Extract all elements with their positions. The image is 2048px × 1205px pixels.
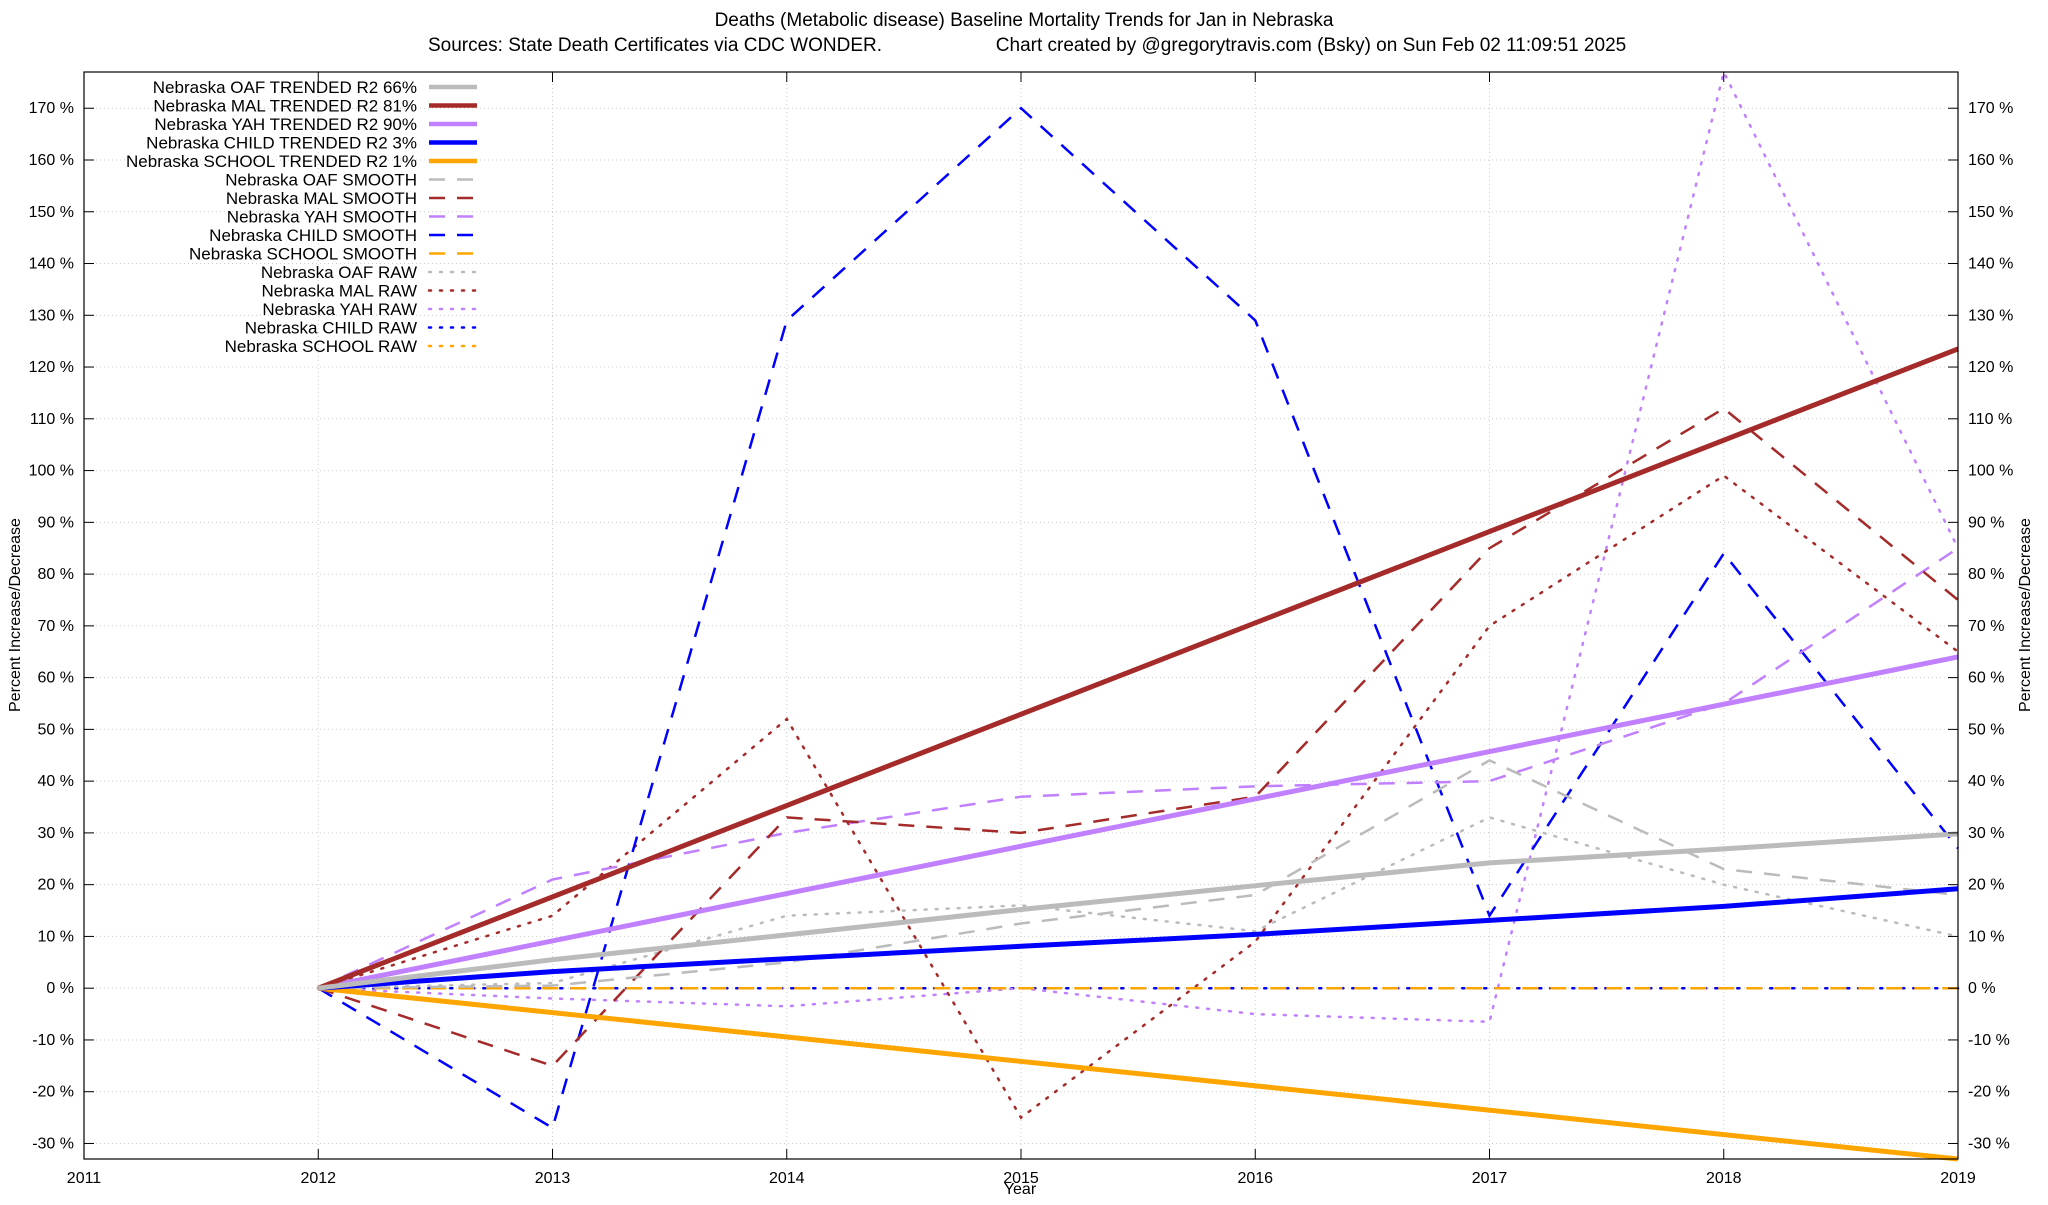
legend-label: Nebraska CHILD RAW bbox=[245, 319, 417, 338]
y2-tick-label: 40 % bbox=[1968, 773, 2004, 790]
legend-label: Nebraska CHILD TRENDED R2 3% bbox=[146, 134, 417, 153]
legend-label: Nebraska SCHOOL TRENDED R2 1% bbox=[126, 152, 417, 171]
legend-label: Nebraska YAH TRENDED R2 90% bbox=[154, 115, 417, 134]
y-tick-label: -20 % bbox=[32, 1084, 74, 1101]
y-tick-label: 90 % bbox=[38, 514, 74, 531]
y-tick-label: 30 % bbox=[38, 825, 74, 842]
series-line-nebraska-oaf-raw bbox=[317, 816, 1960, 990]
y-tick-label: 40 % bbox=[38, 773, 74, 790]
series-line-nebraska-yah-trended-r2-90 bbox=[317, 654, 1959, 991]
y2-tick-label: 30 % bbox=[1968, 825, 2004, 842]
series-line-nebraska-mal-smooth bbox=[317, 406, 1959, 1068]
series-line-nebraska-child-smooth bbox=[317, 106, 1959, 1130]
legend-label: Nebraska OAF TRENDED R2 66% bbox=[153, 78, 417, 97]
y2-tick-label: -30 % bbox=[1968, 1135, 2010, 1152]
x-tick-label: 2011 bbox=[67, 1170, 102, 1187]
x-tick-label: 2018 bbox=[1706, 1170, 1742, 1187]
legend-label: Nebraska OAF SMOOTH bbox=[225, 171, 417, 190]
y2-tick-label: 130 % bbox=[1968, 307, 2013, 324]
y-tick-label: -10 % bbox=[32, 1032, 74, 1049]
axis-ticks: -30 % -30 % -20 % -20 % -10 % -10 % 0 % 0 % 10 %… bbox=[29, 72, 2013, 1187]
y2-tick-label: 50 % bbox=[1968, 721, 2004, 738]
y-tick-label: 120 % bbox=[29, 359, 74, 376]
y2-tick-label: -10 % bbox=[1968, 1032, 2010, 1049]
y-tick-label: 160 % bbox=[29, 152, 74, 169]
y2-tick-label: 170 % bbox=[1968, 100, 2013, 117]
x-tick-label: 2017 bbox=[1472, 1170, 1508, 1187]
x-tick-label: 2019 bbox=[1940, 1170, 1976, 1187]
y-tick-label: 0 % bbox=[46, 980, 74, 997]
x-tick-label: 2012 bbox=[300, 1170, 336, 1187]
x-tick-label: 2013 bbox=[535, 1170, 571, 1187]
y-tick-label: 140 % bbox=[29, 256, 74, 273]
y2-tick-label: -20 % bbox=[1968, 1084, 2010, 1101]
legend-label: Nebraska SCHOOL RAW bbox=[225, 337, 417, 356]
y-tick-label: 20 % bbox=[38, 877, 74, 894]
legend-label: Nebraska YAH SMOOTH bbox=[227, 208, 417, 227]
legend-label: Nebraska YAH RAW bbox=[262, 300, 417, 319]
y2-tick-label: 120 % bbox=[1968, 359, 2013, 376]
y2-tick-label: 60 % bbox=[1968, 670, 2004, 687]
y-tick-label: 110 % bbox=[30, 411, 74, 428]
y-tick-label: 10 % bbox=[38, 928, 74, 945]
y-tick-label: -30 % bbox=[32, 1135, 74, 1152]
y-axis-label: Percent Increase/Decrease bbox=[7, 518, 24, 712]
series-line-nebraska-child-trended-r2-3 bbox=[318, 886, 1959, 991]
y-tick-label: 60 % bbox=[38, 670, 74, 687]
series-line-nebraska-yah-raw bbox=[317, 68, 1960, 1024]
chart-subtitle-left: Sources: State Death Certificates via CD… bbox=[428, 35, 882, 56]
y-tick-label: 80 % bbox=[38, 566, 74, 583]
series-line-nebraska-mal-raw bbox=[317, 474, 1960, 1120]
series-line-nebraska-oaf-smooth bbox=[318, 758, 1959, 990]
series-line-nebraska-school-trended-r2-1 bbox=[318, 985, 1959, 1162]
y2-tick-label: 140 % bbox=[1968, 256, 2013, 273]
legend-label: Nebraska CHILD SMOOTH bbox=[209, 226, 417, 245]
legend-label: Nebraska OAF RAW bbox=[261, 263, 417, 282]
legend-label: Nebraska MAL SMOOTH bbox=[226, 189, 417, 208]
y-tick-label: 150 % bbox=[29, 204, 74, 221]
y2-tick-label: 150 % bbox=[1968, 204, 2013, 221]
y-tick-label: 170 % bbox=[29, 100, 74, 117]
y2-tick-label: 100 % bbox=[1968, 463, 2013, 480]
series-line-nebraska-mal-trended-r2-81 bbox=[317, 346, 1959, 991]
x-tick-label: 2014 bbox=[769, 1170, 805, 1187]
y2-tick-label: 90 % bbox=[1968, 514, 2004, 531]
y2-tick-label: 110 % bbox=[1968, 411, 2012, 428]
legend: Nebraska OAF TRENDED R2 66%Nebraska MAL … bbox=[126, 78, 479, 356]
y2-tick-label: 20 % bbox=[1968, 877, 2004, 894]
y-tick-label: 70 % bbox=[38, 618, 74, 635]
y-tick-label: 130 % bbox=[29, 307, 74, 324]
legend-label: Nebraska MAL RAW bbox=[261, 282, 417, 301]
legend-label: Nebraska MAL TRENDED R2 81% bbox=[153, 97, 417, 116]
legend-label: Nebraska SCHOOL SMOOTH bbox=[189, 245, 417, 264]
x-tick-label: 2015 bbox=[1003, 1170, 1039, 1187]
y-tick-label: 50 % bbox=[38, 721, 74, 738]
y2-tick-label: 0 % bbox=[1968, 980, 1996, 997]
y2-axis-label: Percent Increase/Decrease bbox=[2017, 518, 2034, 712]
y2-tick-label: 10 % bbox=[1968, 928, 2004, 945]
y2-tick-label: 70 % bbox=[1968, 618, 2004, 635]
x-axis-label: Year bbox=[1004, 1181, 1037, 1198]
y2-tick-label: 160 % bbox=[1968, 152, 2013, 169]
chart-subtitle-right: Chart created by @gregorytravis.com (Bsk… bbox=[996, 35, 1626, 56]
series-lines bbox=[317, 68, 1960, 1162]
series-line-nebraska-oaf-trended-r2-66 bbox=[317, 831, 1959, 991]
x-tick-label: 2016 bbox=[1237, 1170, 1273, 1187]
y-tick-label: 100 % bbox=[29, 463, 74, 480]
y2-tick-label: 80 % bbox=[1968, 566, 2004, 583]
series-line-nebraska-yah-smooth bbox=[317, 547, 1959, 990]
chart-title: Deaths (Metabolic disease) Baseline Mort… bbox=[715, 10, 1334, 31]
